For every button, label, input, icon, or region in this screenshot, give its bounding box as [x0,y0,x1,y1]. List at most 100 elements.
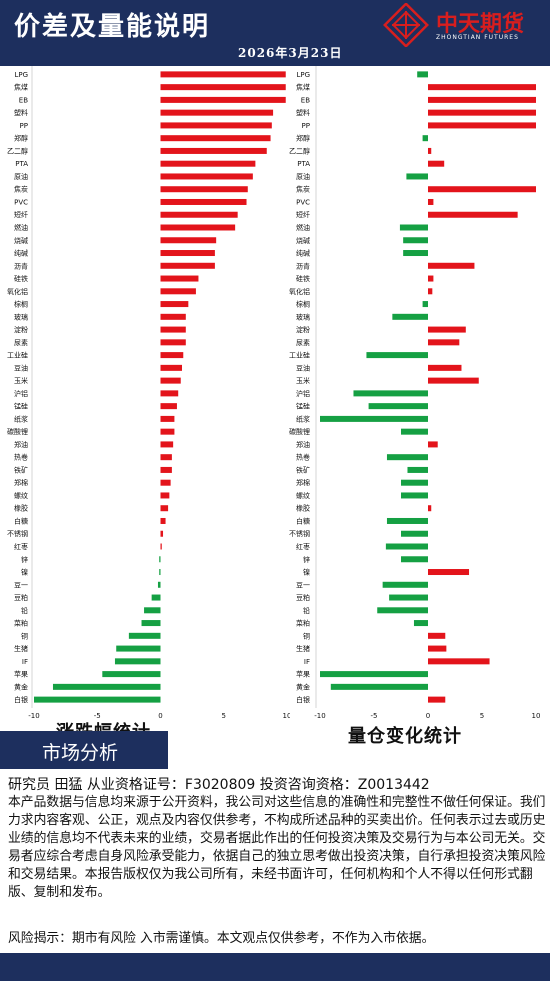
category-label: 黄金 [296,682,310,691]
bar [403,250,428,257]
category-label: 焦煤 [14,83,28,92]
category-label: 郑棉 [296,478,310,487]
bar [160,160,256,167]
bar [160,339,186,346]
bar [428,326,466,333]
bar [160,275,199,282]
category-label: 纸浆 [14,414,28,423]
x-tick-label: 5 [480,712,484,720]
category-label: LPG [14,71,28,79]
category-label: 锌 [303,555,310,564]
bar [428,569,470,576]
category-label: PVC [14,198,28,206]
category-label: 淀粉 [296,325,310,334]
bar [160,109,274,116]
x-tick-label: -10 [28,712,39,720]
header-bar [0,0,550,66]
category-label: 豆一 [14,581,28,589]
bar [428,211,518,218]
bar [392,313,428,320]
category-label: 镍 [21,568,28,577]
category-label: 短纤 [14,210,28,219]
bar [157,581,161,588]
bar [160,403,177,410]
category-label: IF [22,658,28,666]
bar [428,160,445,167]
category-label: 郑棉 [14,478,28,487]
category-label: 碳酸锂 [289,427,310,436]
category-label: 生猪 [14,644,28,653]
category-label: 焦炭 [296,185,310,194]
category-label: 白糖 [14,516,28,525]
category-label: 焦炭 [14,185,28,194]
category-label: 玉米 [296,376,310,385]
bar [389,594,428,601]
category-label: 纯碱 [14,249,28,258]
x-tick-label: 5 [222,712,226,720]
category-label: PP [20,122,28,130]
bar [160,492,170,499]
bar [159,556,161,563]
bar [160,543,162,550]
category-label: 沥青 [296,261,310,270]
category-label: 铜 [303,631,310,640]
category-label: 镍 [303,568,310,577]
bar [428,198,434,205]
category-label: 不锈钢 [289,529,310,538]
category-label: 沪铝 [14,389,28,398]
category-label: 焦煤 [296,83,310,92]
bar [428,339,460,346]
category-label: 豆一 [296,581,310,589]
category-label: 橡胶 [14,504,28,513]
bar [160,428,175,435]
category-label: 不锈钢 [7,529,28,538]
bar [422,135,428,142]
bar [160,122,272,129]
bar [159,569,161,576]
report-date: 2026年3月23日 [238,46,343,60]
bar [160,441,174,448]
bar [386,454,428,461]
bar [407,466,428,473]
category-label: 郑醇 [296,134,310,143]
category-label: 橡胶 [296,504,310,513]
category-label: 尿素 [14,338,28,347]
category-label: 红枣 [296,542,310,551]
bar [144,607,161,614]
category-label: 硅铁 [296,274,310,283]
bar [422,301,428,308]
bar [160,224,236,231]
category-label: 锰硅 [296,402,310,411]
category-label: 燃油 [14,223,28,232]
bar [151,594,161,601]
bar [366,352,428,359]
category-label: 乙二醇 [7,146,28,155]
bar [160,390,179,397]
bar [399,224,428,231]
bar [428,505,432,512]
bar [34,696,161,703]
category-label: 铅 [21,606,28,615]
category-label: 白银 [14,695,28,704]
bar [116,645,161,652]
category-label: 生猪 [296,644,310,653]
bar [401,556,428,563]
category-label: 苹果 [14,670,28,679]
bar [401,492,428,499]
bar [428,186,536,193]
bar [160,479,171,486]
category-label: 硅铁 [14,274,28,283]
logo-mark-icon [383,3,429,47]
bar [353,390,428,397]
category-label: 郑醇 [14,134,28,143]
category-label: PTA [15,160,28,168]
category-label: 纯碱 [296,249,310,258]
risk-warning: 风险揭示：期市有风险 入市需谨慎。本文观点仅供参考，不作为入市依据。 [8,931,435,946]
bar [428,147,432,154]
bar [428,96,536,103]
category-label: 螺纹 [14,491,28,500]
bar [160,147,267,154]
bar [401,479,428,486]
bar [401,530,428,537]
